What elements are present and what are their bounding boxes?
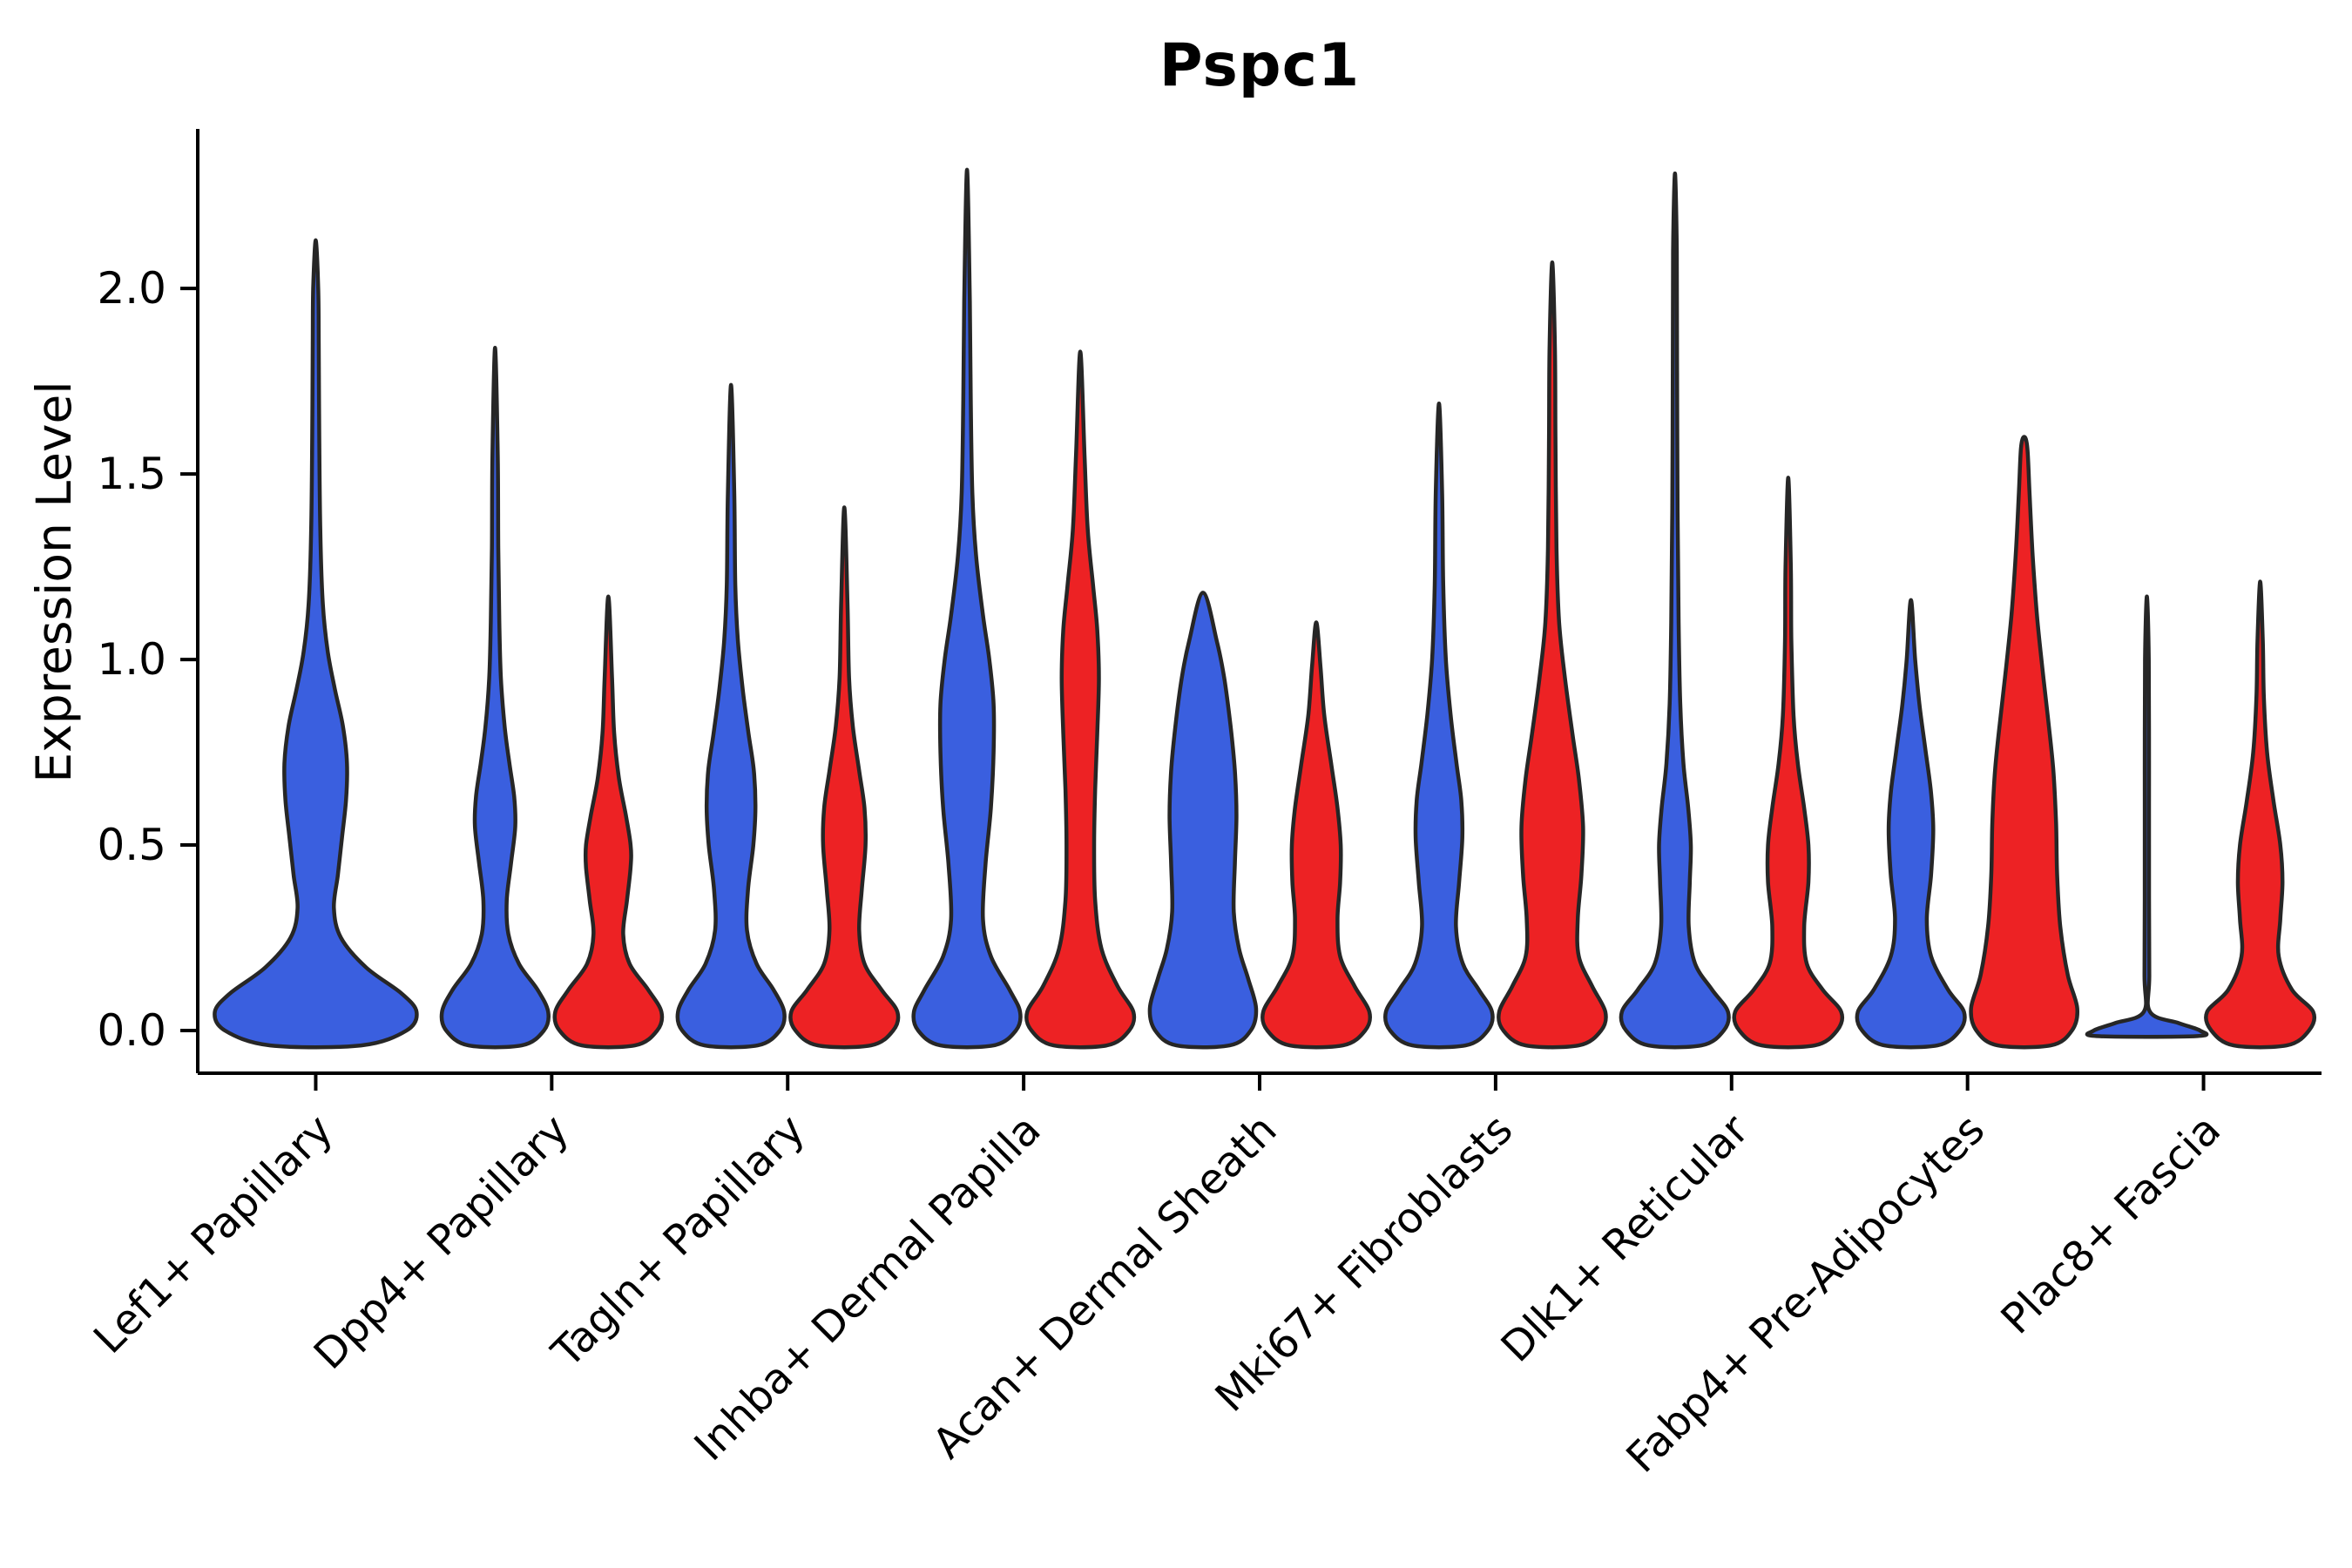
violin-dpp4-papillary-blue: [439, 346, 551, 1050]
violin-lef1-papillary-blue: [213, 238, 419, 1050]
chart-title: Pspc1: [1159, 31, 1361, 100]
violin-dpp4-papillary-red: [552, 594, 665, 1050]
y-tick-label: 2.0: [97, 263, 166, 314]
violin-tagln-papillary-blue: [675, 382, 787, 1050]
y-tick-label: 0.0: [97, 1005, 166, 1056]
violin-dlk1-reticular-blue: [1619, 171, 1731, 1050]
y-tick-label: 1.0: [97, 634, 166, 685]
violin-tagln-papillary-red: [788, 505, 901, 1050]
x-tick-label-plac8-fascia: Plac8+ Fascia: [1991, 1105, 2230, 1344]
violin-fabp4-pre-adipocytes-blue: [1855, 598, 1967, 1050]
violin-plac8-fascia-red: [2204, 579, 2317, 1050]
y-tick-label: 1.5: [97, 449, 166, 499]
x-tick-label-lef1-papillary: Lef1+ Papillary: [84, 1105, 342, 1363]
violin-acan-dermal-sheath-blue: [1147, 591, 1259, 1050]
violin-dlk1-reticular-red: [1732, 476, 1845, 1050]
y-tick-label: 0.5: [97, 820, 166, 870]
x-tick-label-dlk1-reticular: Dlk1+ Reticular: [1492, 1105, 1759, 1372]
violin-mki67-fibroblasts-blue: [1382, 401, 1495, 1050]
violin-acan-dermal-sheath-red: [1260, 620, 1373, 1050]
violin-mki67-fibroblasts-red: [1497, 260, 1608, 1050]
x-tick-label-dpp4-papillary: Dpp4+ Papillary: [305, 1105, 578, 1379]
violin-plac8-fascia-blue: [2085, 594, 2209, 1039]
x-tick-label-tagln-papillary: Tagln+ Papillary: [542, 1105, 814, 1377]
violin-inhba-dermal-papilla-blue: [911, 167, 1023, 1050]
violin-fabp4-pre-adipocytes-red: [1969, 435, 2080, 1050]
violin-inhba-dermal-papilla-red: [1024, 349, 1137, 1050]
